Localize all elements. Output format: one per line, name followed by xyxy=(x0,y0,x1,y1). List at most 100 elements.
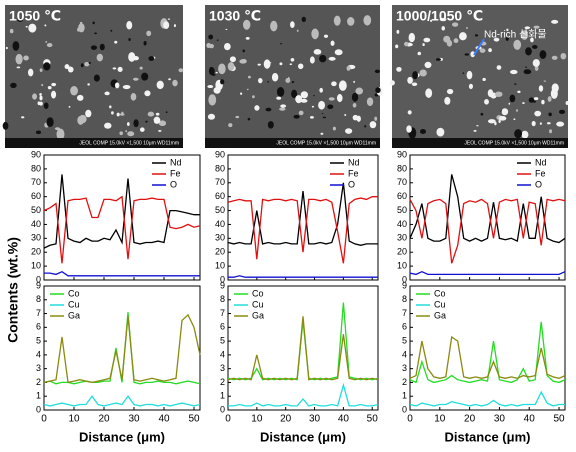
grain xyxy=(271,73,279,82)
grain xyxy=(334,49,343,56)
grain xyxy=(422,43,425,47)
data-line xyxy=(409,321,566,384)
x-tick-label: 50 xyxy=(553,414,565,425)
grain xyxy=(267,121,274,129)
grain xyxy=(45,40,48,43)
y-tick-label: 60 xyxy=(397,191,407,201)
grain xyxy=(92,21,95,25)
y-tick-label: 1 xyxy=(220,391,225,401)
y-tick-label: 7 xyxy=(36,308,41,318)
grain xyxy=(32,93,38,100)
plot-frame xyxy=(227,285,379,411)
legend-label: Co xyxy=(68,288,80,298)
x-tick-label: 20 xyxy=(98,414,110,425)
grain xyxy=(84,61,90,67)
x-tick-label: 40 xyxy=(158,414,170,425)
grain xyxy=(114,82,120,89)
grain xyxy=(10,82,17,89)
y-tick-label: 4 xyxy=(402,349,407,359)
y-tick-label: 90 xyxy=(397,149,407,159)
grain xyxy=(327,104,334,110)
grain xyxy=(318,100,326,110)
grain xyxy=(242,49,246,53)
grain xyxy=(319,54,327,63)
grain xyxy=(417,51,422,56)
grain xyxy=(21,116,25,119)
sem-image: JEOL COMP 15.0kV ×1,500 10μm WD11mm 1050 … xyxy=(2,5,184,148)
grain xyxy=(423,37,431,43)
grain xyxy=(331,81,337,87)
x-tick-label: 20 xyxy=(280,414,292,425)
y-tick-label: 20 xyxy=(31,247,41,257)
grain xyxy=(128,37,131,42)
grain xyxy=(558,109,566,115)
x-tick-label: 10 xyxy=(68,414,80,425)
legend-label: Nd xyxy=(170,157,182,167)
legend-label: Cu xyxy=(434,299,446,309)
y-tick-label: 40 xyxy=(215,219,225,229)
grain xyxy=(310,116,314,119)
data-line xyxy=(227,316,379,381)
x-tick-label: 40 xyxy=(338,414,350,425)
grain xyxy=(208,67,215,76)
grain xyxy=(9,28,14,34)
grain xyxy=(28,23,37,33)
info-bar xyxy=(392,138,568,148)
grain xyxy=(408,32,416,43)
data-line xyxy=(227,302,379,381)
grain xyxy=(235,115,240,119)
grain xyxy=(215,71,218,74)
grain xyxy=(94,32,98,35)
grain xyxy=(494,121,497,126)
annotation-arrow xyxy=(473,38,485,56)
grain xyxy=(508,102,511,105)
info-bar xyxy=(5,138,183,148)
grain xyxy=(505,36,509,41)
grain xyxy=(369,121,377,129)
legend-label: Ga xyxy=(252,310,264,320)
grain xyxy=(539,122,542,125)
data-line xyxy=(409,270,566,276)
grain xyxy=(2,121,9,130)
y-axis-label: Contents (wt.%) xyxy=(5,237,21,343)
grain xyxy=(296,29,299,32)
grain xyxy=(330,40,335,46)
grain xyxy=(396,29,400,34)
data-line xyxy=(43,313,201,384)
y-tick-label: 5 xyxy=(36,335,41,345)
grain xyxy=(44,24,47,27)
grain xyxy=(464,53,470,56)
grain xyxy=(441,26,445,31)
y-tick-label: 10 xyxy=(31,260,41,270)
grain xyxy=(153,116,161,124)
y-tick-label: 30 xyxy=(31,233,41,243)
y-tick-label: 10 xyxy=(397,260,407,270)
grain xyxy=(474,34,479,37)
grain xyxy=(68,105,71,108)
info-text: JEOL COMP 15.0kV ×1,500 10μm WD11mm xyxy=(464,140,564,146)
plot-frame xyxy=(43,154,201,281)
grain xyxy=(338,80,347,91)
y-tick-label: 4 xyxy=(36,349,41,359)
grain xyxy=(87,83,90,86)
grain xyxy=(39,95,43,101)
legend-label: O xyxy=(535,179,542,189)
grain xyxy=(207,85,214,89)
y-tick-label: 30 xyxy=(397,233,407,243)
grain xyxy=(139,127,145,132)
grain xyxy=(254,105,260,111)
grain xyxy=(487,119,496,124)
grain xyxy=(548,112,552,117)
grain xyxy=(513,118,516,121)
grain xyxy=(466,26,468,30)
data-line xyxy=(409,390,565,407)
plot-frame xyxy=(227,154,379,281)
grain xyxy=(363,15,372,26)
y-tick-label: 50 xyxy=(215,205,225,215)
sem-background xyxy=(392,5,568,148)
grain xyxy=(300,98,308,103)
grain xyxy=(352,103,357,108)
grain xyxy=(289,63,293,66)
grain xyxy=(353,80,355,84)
grain xyxy=(435,58,441,61)
